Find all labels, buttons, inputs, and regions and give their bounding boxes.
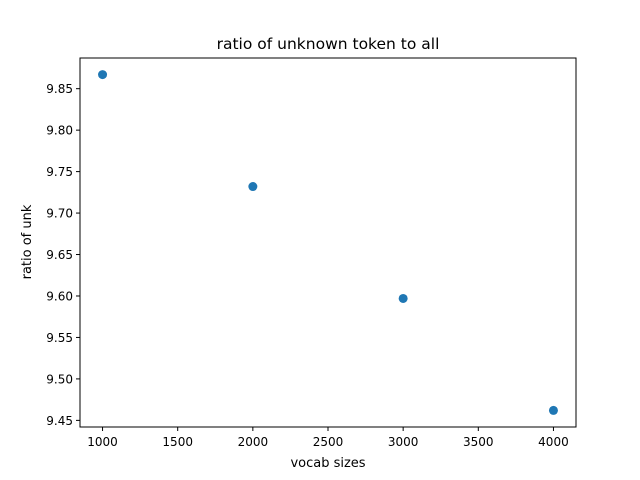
y-tick-label: 9.85	[46, 82, 73, 96]
x-tick-label: 1500	[162, 435, 193, 449]
data-point	[248, 182, 258, 192]
y-tick-label: 9.45	[46, 414, 73, 428]
y-tick-label: 9.50	[46, 372, 73, 386]
x-axis-ticks: 1000 1500 2000 2500 3000 3500 4000	[87, 427, 569, 449]
y-tick-label: 9.80	[46, 124, 73, 138]
y-tick-label: 9.70	[46, 207, 73, 221]
scatter-points	[98, 70, 558, 415]
x-tick-label: 1000	[87, 435, 118, 449]
y-axis-label: ratio of unk	[20, 204, 35, 279]
x-tick-label: 2000	[238, 435, 269, 449]
y-tick-label: 9.65	[46, 248, 73, 262]
data-point	[398, 293, 408, 303]
chart-title: ratio of unknown token to all	[217, 35, 440, 53]
y-tick-label: 9.60	[46, 289, 73, 303]
x-tick-label: 4000	[538, 435, 569, 449]
x-axis-label: vocab sizes	[290, 456, 365, 471]
y-tick-label: 9.75	[46, 165, 73, 179]
y-tick-label: 9.55	[46, 331, 73, 345]
x-tick-label: 2500	[313, 435, 344, 449]
x-tick-label: 3000	[388, 435, 419, 449]
y-axis-ticks: 9.45 9.50 9.55 9.60 9.65 9.70 9.75 9.80 9.85	[46, 82, 80, 428]
x-tick-label: 3500	[463, 435, 494, 449]
data-point	[548, 405, 558, 415]
plot-area-frame	[79, 57, 577, 428]
data-point	[98, 70, 108, 80]
